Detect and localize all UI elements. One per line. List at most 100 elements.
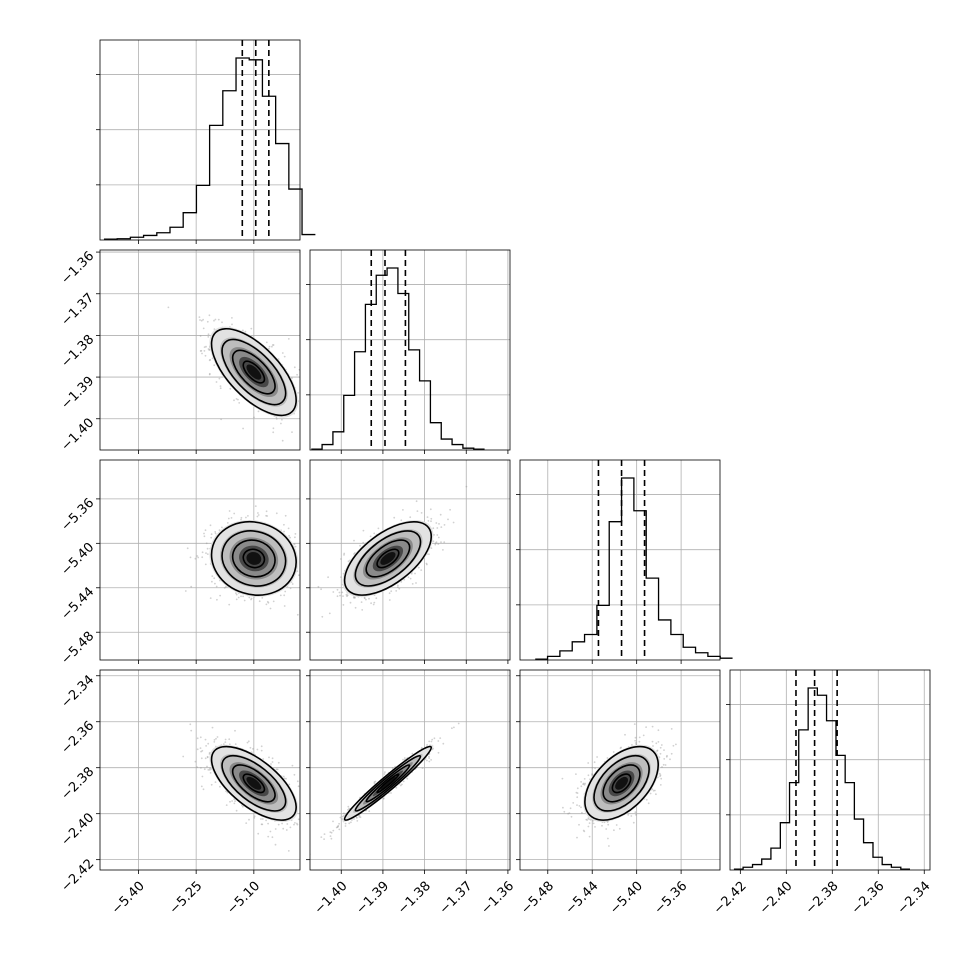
sample-point <box>269 830 272 833</box>
sample-point <box>421 767 424 769</box>
panel-content <box>100 460 316 660</box>
sample-point <box>254 505 257 507</box>
sample-point <box>216 598 218 601</box>
sample-point <box>200 767 202 769</box>
sample-point <box>443 541 446 544</box>
sample-point <box>601 824 603 827</box>
sample-point <box>228 738 231 741</box>
sample-point <box>214 781 217 783</box>
contour-level-3 <box>343 745 433 821</box>
sample-point <box>243 599 246 602</box>
sample-point <box>206 756 209 759</box>
sample-point <box>354 606 357 609</box>
sample-point <box>335 826 338 829</box>
sample-point <box>268 756 270 759</box>
sample-point <box>306 557 308 559</box>
sample-point <box>660 744 663 746</box>
sample-point <box>336 595 339 598</box>
sample-point <box>204 354 207 357</box>
sample-point <box>189 556 192 559</box>
sample-point <box>430 740 433 743</box>
sample-point <box>303 808 305 810</box>
sample-point <box>245 516 247 519</box>
sample-point <box>208 769 211 771</box>
sample-point <box>202 318 205 321</box>
sample-point <box>216 736 219 738</box>
sample-point <box>375 597 378 600</box>
sample-point <box>209 772 212 774</box>
sample-point <box>199 335 202 337</box>
sample-point <box>433 737 436 740</box>
sample-point <box>265 819 267 822</box>
sample-point <box>323 833 326 835</box>
sample-point <box>214 582 216 585</box>
panel-content <box>520 670 720 870</box>
sample-point <box>411 752 414 755</box>
panel-frame <box>99 669 301 871</box>
sample-point <box>293 543 296 546</box>
sample-point <box>426 563 428 566</box>
sample-point <box>240 595 242 598</box>
panel-frame <box>519 459 721 661</box>
sample-point <box>207 348 210 350</box>
sample-point <box>211 726 214 729</box>
sample-point <box>207 336 210 338</box>
sample-point <box>591 773 593 775</box>
sample-point <box>203 768 206 771</box>
sample-point <box>218 377 221 380</box>
sample-point <box>317 585 320 588</box>
sample-point <box>201 775 204 778</box>
sample-point <box>280 422 282 425</box>
sample-point <box>580 785 583 788</box>
sample-point <box>208 348 211 351</box>
sample-point <box>391 767 394 769</box>
sample-point <box>431 738 434 741</box>
sample-point <box>320 588 322 591</box>
sample-point <box>208 349 211 351</box>
sample-point <box>428 755 430 758</box>
sample-point <box>314 564 316 566</box>
sample-point <box>258 600 261 603</box>
sample-point <box>440 541 442 543</box>
sample-point <box>214 532 217 535</box>
contour-level-1 <box>365 539 411 578</box>
sample-point <box>196 737 199 740</box>
sample-point <box>337 824 340 827</box>
sample-point <box>349 601 352 604</box>
sample-point <box>607 823 610 826</box>
sample-point <box>302 401 304 403</box>
sample-point <box>430 520 432 523</box>
sample-point <box>201 556 204 559</box>
sample-point <box>256 515 259 518</box>
sample-point <box>268 345 271 348</box>
sample-point <box>449 508 451 511</box>
sample-point <box>268 347 270 350</box>
sample-point <box>339 816 342 819</box>
sample-point <box>584 782 586 785</box>
sample-point <box>267 601 270 604</box>
sample-point <box>354 596 356 599</box>
sample-point <box>213 577 216 580</box>
sample-point <box>344 825 347 827</box>
sample-point <box>447 518 449 521</box>
sample-point <box>658 772 661 775</box>
sample-point <box>253 416 255 419</box>
sample-point <box>429 508 432 511</box>
sample-point <box>184 590 187 592</box>
sample-point <box>305 404 307 406</box>
sample-point <box>338 828 341 831</box>
contour-level-1 <box>231 539 276 578</box>
sample-point <box>397 584 399 587</box>
sample-point <box>287 850 290 852</box>
sample-point <box>257 410 260 413</box>
sample-point <box>353 539 355 542</box>
sample-point <box>390 792 392 794</box>
contour-level-2 <box>221 754 287 812</box>
sample-point <box>284 514 287 517</box>
sample-point <box>438 523 440 525</box>
sample-point <box>417 566 420 569</box>
sample-point <box>439 513 442 516</box>
sample-point <box>282 827 285 830</box>
sample-point <box>200 757 203 760</box>
sample-point <box>261 818 264 820</box>
